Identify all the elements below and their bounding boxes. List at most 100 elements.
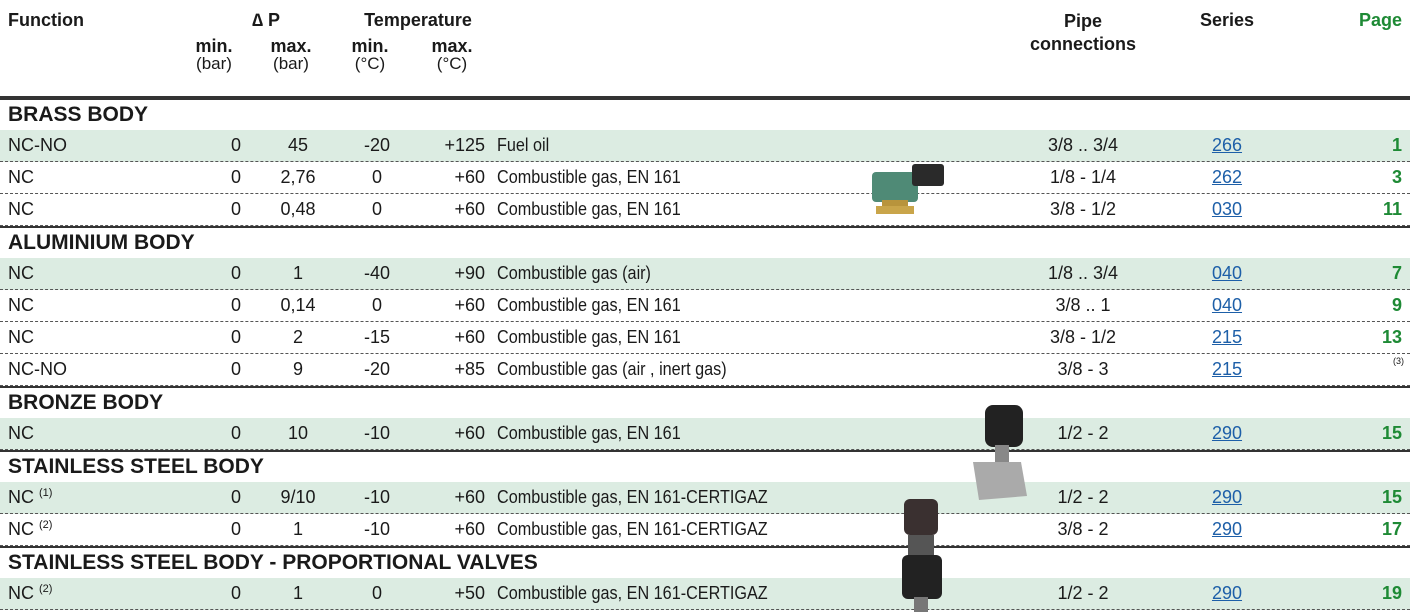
pipe: 3/8 - 1/2 xyxy=(1049,199,1117,219)
function: NC xyxy=(8,167,34,188)
header-rule xyxy=(0,96,1410,98)
t-min: -15 xyxy=(363,327,391,347)
media: Combustible gas, EN 161 xyxy=(497,295,681,315)
page: 15 xyxy=(1381,423,1402,443)
col-function: Function xyxy=(8,10,84,30)
dp-max: 1 xyxy=(292,583,304,603)
series-link[interactable]: 290 xyxy=(1211,519,1243,539)
footnote: (1) xyxy=(39,487,53,499)
series-link[interactable]: 290 xyxy=(1211,423,1243,443)
t-min: -10 xyxy=(363,423,391,443)
dp-min: 0 xyxy=(230,519,242,539)
media: Combustible gas, EN 161 xyxy=(497,423,681,443)
media: Fuel oil xyxy=(497,135,550,155)
dp-min: 0 xyxy=(230,135,242,155)
t-max: +90 xyxy=(454,263,485,283)
series-link[interactable]: 215 xyxy=(1211,327,1243,347)
t-max: +60 xyxy=(454,295,485,315)
section-title: ALUMINIUM BODY xyxy=(8,231,195,254)
pipe: 3/8 - 3 xyxy=(1057,359,1109,379)
col-pipe: Pipe connections xyxy=(1029,11,1136,54)
media: Combustible gas, EN 161-CERTIGAZ xyxy=(497,487,768,507)
function-text: NC-NO xyxy=(8,359,67,379)
section-title: BRONZE BODY xyxy=(8,391,164,414)
col-dp: ∆ P xyxy=(251,10,281,30)
function-text: NC xyxy=(8,263,34,283)
table-row: NC-NO 0 9 -20 +85 Combustible gas (air , iner… xyxy=(0,354,1410,386)
t-max: +60 xyxy=(454,327,485,347)
function: NC xyxy=(8,295,34,316)
col-page: Page xyxy=(1358,10,1402,30)
media: Combustible gas, EN 161-CERTIGAZ xyxy=(497,583,768,603)
table-row: NC 0 2,76 0 +60 Combustible gas, EN 161 1/8 - … xyxy=(0,162,1410,194)
table-row: NC (2) 0 1 0 +50 Combustible gas, EN 161-CERT… xyxy=(0,578,1410,610)
dp-min: 0 xyxy=(230,167,242,187)
dp-max: 0,14 xyxy=(280,295,316,315)
page: 3 xyxy=(1391,167,1402,187)
page: 1 xyxy=(1391,135,1402,155)
function: NC xyxy=(8,263,34,284)
dp-max: 0,48 xyxy=(280,199,316,219)
function-text: NC xyxy=(8,327,34,347)
footnote: (2) xyxy=(39,519,53,531)
function-text: NC xyxy=(8,167,34,187)
section-header: STAINLESS STEEL BODY - PROPORTIONAL VALV… xyxy=(0,546,1410,578)
pipe: 3/8 - 2 xyxy=(1057,519,1109,539)
series-link[interactable]: 040 xyxy=(1211,295,1243,315)
media: Combustible gas, EN 161 xyxy=(497,199,681,219)
col-series: Series xyxy=(1199,10,1255,30)
t-max: +50 xyxy=(454,583,485,603)
t-min: 0 xyxy=(371,583,383,603)
table-row: NC (2) 0 1 -10 +60 Combustible gas, EN 161-CE… xyxy=(0,514,1410,546)
t-max: +60 xyxy=(454,423,485,443)
function: NC xyxy=(8,423,34,444)
page: 19 xyxy=(1381,583,1402,603)
pipe: 3/8 - 1/2 xyxy=(1049,327,1117,347)
page: 7 xyxy=(1391,263,1402,283)
media: Combustible gas, EN 161 xyxy=(497,167,681,187)
function: NC xyxy=(8,199,34,220)
series-link[interactable]: 215 xyxy=(1211,359,1243,379)
dp-max: 10 xyxy=(287,423,309,443)
function-text: NC xyxy=(8,519,34,539)
series-link[interactable]: 040 xyxy=(1211,263,1243,283)
function-text: NC xyxy=(8,199,34,219)
page: 9 xyxy=(1391,295,1402,315)
table-row: NC-NO 0 45 -20 +125 Fuel oil 3/8 .. 3/4 266 1 xyxy=(0,130,1410,162)
dp-max: 9/10 xyxy=(280,487,316,507)
table-row: NC 0 1 -40 +90 Combustible gas (air) 1/8 .. 3/… xyxy=(0,258,1410,290)
sub: min. xyxy=(195,36,233,56)
page: 11 xyxy=(1382,199,1402,219)
section-title: STAINLESS STEEL BODY - PROPORTIONAL VALV… xyxy=(8,551,538,574)
media: Combustible gas, EN 161-CERTIGAZ xyxy=(497,519,768,539)
function: NC-NO xyxy=(8,359,67,380)
valve-image xyxy=(902,499,942,612)
sub: max. xyxy=(270,36,312,56)
dp-max: 2,76 xyxy=(280,167,316,187)
pipe: 3/8 .. 1 xyxy=(1055,295,1111,315)
table-row: NC 0 0,48 0 +60 Combustible gas, EN 161 3/8 - … xyxy=(0,194,1410,226)
page-note: (3) xyxy=(1393,356,1404,366)
dp-min: 0 xyxy=(230,263,242,283)
series-link[interactable]: 290 xyxy=(1211,583,1243,603)
series-link[interactable]: 290 xyxy=(1211,487,1243,507)
valve-image xyxy=(973,405,1027,500)
dp-max: 9 xyxy=(292,359,304,379)
function-text: NC-NO xyxy=(8,135,67,155)
t-min: -20 xyxy=(363,359,391,379)
dp-min: 0 xyxy=(230,423,242,443)
function: NC (2) xyxy=(8,519,52,540)
t-min: -20 xyxy=(363,135,391,155)
table-row: NC (1) 0 9/10 -10 +60 Combustible gas, EN 161… xyxy=(0,482,1410,514)
function: NC (1) xyxy=(8,487,52,508)
t-min: -10 xyxy=(363,487,391,507)
section-header: BRASS BODY xyxy=(0,98,1410,130)
series-link[interactable]: 266 xyxy=(1211,135,1243,155)
section-header: ALUMINIUM BODY xyxy=(0,226,1410,258)
dp-max: 1 xyxy=(292,263,304,283)
dp-max: 1 xyxy=(292,519,304,539)
series-link[interactable]: 262 xyxy=(1211,167,1243,187)
function: NC (2) xyxy=(8,583,52,604)
series-link[interactable]: 030 xyxy=(1211,199,1243,219)
